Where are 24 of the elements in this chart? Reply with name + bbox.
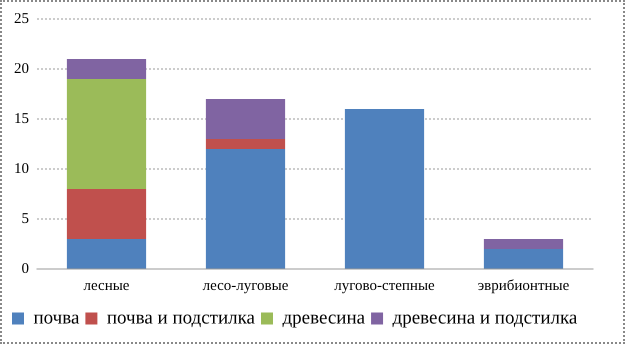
y-tick-label: 25 (14, 10, 29, 27)
bar (66, 79, 146, 189)
legend-label: древесина (282, 307, 366, 328)
bar (66, 239, 146, 268)
y-tick-label: 15 (14, 110, 29, 127)
x-tick-label: лесные (84, 278, 130, 294)
legend-label: почва (34, 307, 80, 328)
bar (66, 189, 146, 239)
x-tick-label: лугово-степные (334, 278, 436, 294)
x-tick-label: эврибионтные (478, 278, 570, 294)
bar (66, 59, 146, 79)
y-tick-label: 10 (14, 160, 29, 177)
bar (344, 109, 424, 268)
bar (206, 99, 286, 139)
legend-label: почва и подстилка (106, 307, 256, 328)
y-tick-label: 0 (22, 260, 29, 277)
legend-label: древесина и подстилка (392, 307, 578, 328)
bar (206, 139, 286, 149)
y-tick-label: 5 (22, 210, 29, 227)
bar (484, 239, 564, 249)
x-tick-label: лесо-луговые (202, 278, 289, 294)
bar (206, 149, 286, 268)
bar (484, 249, 564, 268)
y-tick-label: 20 (14, 60, 29, 77)
